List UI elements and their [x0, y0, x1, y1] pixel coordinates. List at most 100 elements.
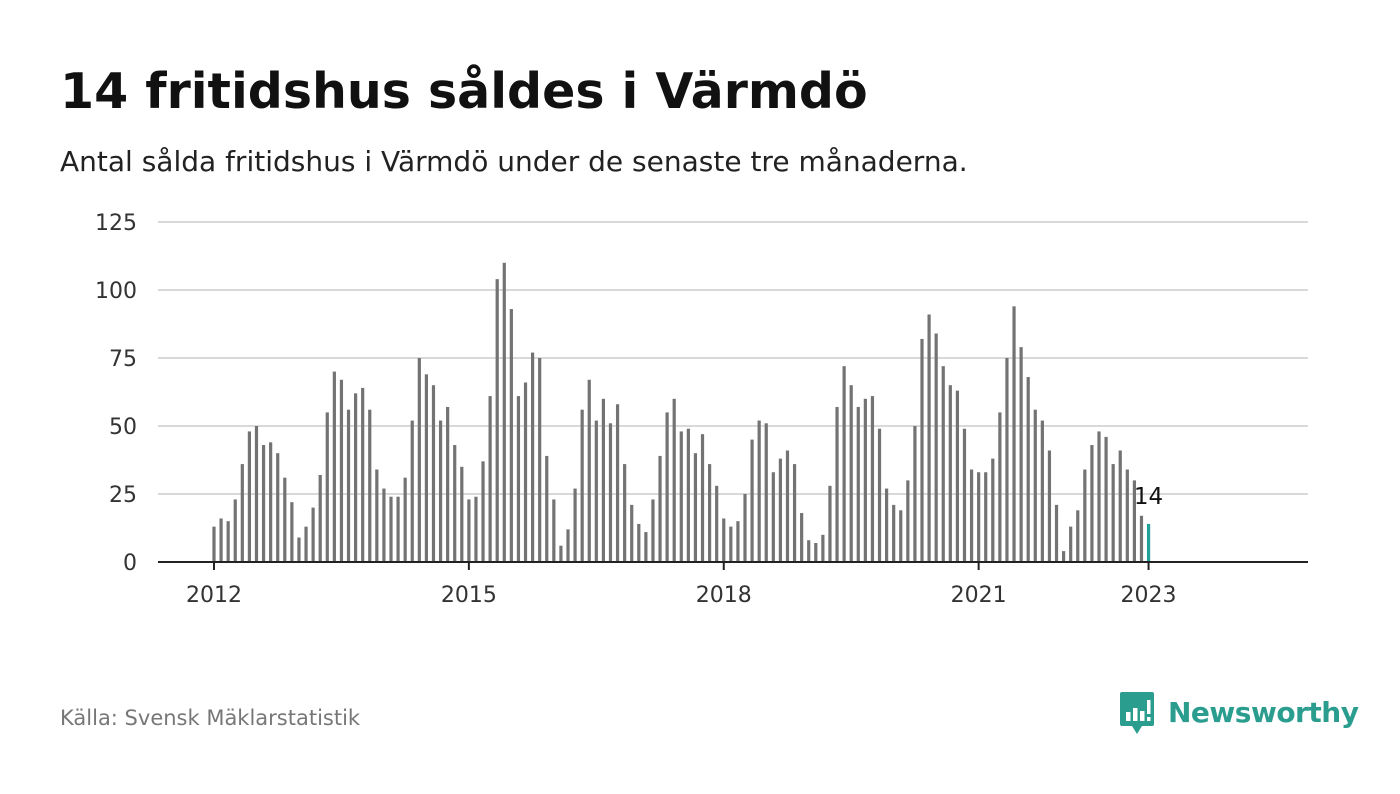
- bar: [1033, 409, 1037, 562]
- bar: [885, 488, 889, 562]
- bar: [297, 537, 301, 562]
- bar: [693, 453, 698, 562]
- bar: [446, 406, 450, 562]
- y-tick-label: 75: [109, 347, 137, 372]
- bar: [290, 502, 294, 562]
- bar: [722, 518, 726, 562]
- bar: [1104, 436, 1108, 562]
- x-tick-label: 2021: [951, 583, 1007, 608]
- bar: [913, 426, 917, 562]
- bar: [283, 477, 287, 562]
- bar: [417, 358, 421, 562]
- bar: [1005, 358, 1009, 562]
- bar: [1047, 450, 1052, 562]
- x-tick-label: 2015: [441, 583, 497, 608]
- bar: [361, 387, 365, 562]
- newsworthy-logo[interactable]: Newsworthy: [1118, 690, 1359, 736]
- bar: [1069, 526, 1073, 562]
- bars: [212, 262, 1151, 562]
- bar: [835, 406, 839, 562]
- bar: [240, 464, 244, 562]
- bar: [304, 526, 308, 562]
- bar: [729, 526, 733, 562]
- bar: [545, 455, 549, 562]
- y-tick-label: 100: [95, 279, 137, 304]
- bar: [1012, 306, 1016, 562]
- bar: [594, 420, 598, 562]
- bar: [623, 464, 627, 562]
- bar: [453, 445, 457, 562]
- x-tick-label: 2018: [696, 583, 752, 608]
- bar: [672, 398, 676, 562]
- bar: [566, 529, 570, 562]
- bar: [247, 431, 251, 562]
- bar: [715, 485, 719, 562]
- newsworthy-logo-icon: [1120, 692, 1154, 734]
- bar: [502, 262, 506, 562]
- bar: [1097, 431, 1101, 562]
- bar: [1019, 347, 1023, 562]
- bar: [438, 420, 443, 562]
- bar: [552, 499, 556, 562]
- bar: [311, 507, 315, 562]
- bar: [318, 474, 322, 562]
- bar: [219, 518, 223, 562]
- bar: [474, 496, 478, 562]
- bar: [339, 379, 344, 562]
- bar: [1054, 504, 1059, 562]
- bar: [531, 352, 535, 562]
- bar: [538, 358, 542, 562]
- bar: [948, 385, 952, 562]
- bar: [516, 396, 521, 562]
- bar: [431, 385, 436, 562]
- bar: [354, 393, 358, 562]
- bar: [630, 504, 634, 562]
- bar: [991, 458, 995, 562]
- bar: [495, 279, 499, 562]
- bar: [792, 464, 797, 562]
- bar: [771, 472, 775, 562]
- bar: [481, 461, 485, 562]
- bar: [615, 404, 620, 562]
- bar: [332, 371, 336, 562]
- bar: [856, 406, 860, 562]
- bar: [877, 428, 882, 562]
- page-title: 14 fritidshus såldes i Värmdö: [60, 63, 868, 120]
- bar: [396, 496, 400, 562]
- bar: [325, 412, 329, 562]
- bar: [821, 534, 825, 562]
- bar: [778, 458, 782, 562]
- bar: [700, 434, 705, 562]
- grid-lines: [158, 221, 1308, 495]
- bar-highlight: [1146, 523, 1151, 562]
- bar: [941, 366, 945, 562]
- bar: [679, 431, 683, 562]
- bar: [269, 442, 273, 562]
- bar: [764, 423, 768, 562]
- bar: [389, 496, 393, 562]
- bar: [849, 385, 853, 562]
- bar: [1111, 464, 1115, 562]
- bar: [382, 488, 386, 562]
- bar: [708, 464, 712, 562]
- bar: [467, 499, 471, 562]
- bar: [977, 472, 981, 562]
- bar: [254, 426, 259, 562]
- newsworthy-wordmark: Newsworthy: [1168, 696, 1359, 729]
- bar: [212, 526, 216, 562]
- bar: [1118, 450, 1122, 562]
- y-tick-label: 25: [109, 483, 137, 508]
- bar: [276, 453, 280, 562]
- bar: [1076, 510, 1080, 562]
- latest-value-label: 14: [1134, 484, 1163, 510]
- bar: [906, 480, 910, 562]
- bar: [757, 420, 761, 562]
- bar: [828, 485, 832, 562]
- bar: [750, 439, 754, 562]
- page-subtitle: Antal sålda fritidshus i Värmdö under de…: [60, 145, 968, 178]
- bar: [920, 338, 924, 562]
- bar: [842, 366, 846, 562]
- bar: [587, 379, 591, 562]
- bar: [601, 398, 605, 562]
- bar: [658, 455, 662, 562]
